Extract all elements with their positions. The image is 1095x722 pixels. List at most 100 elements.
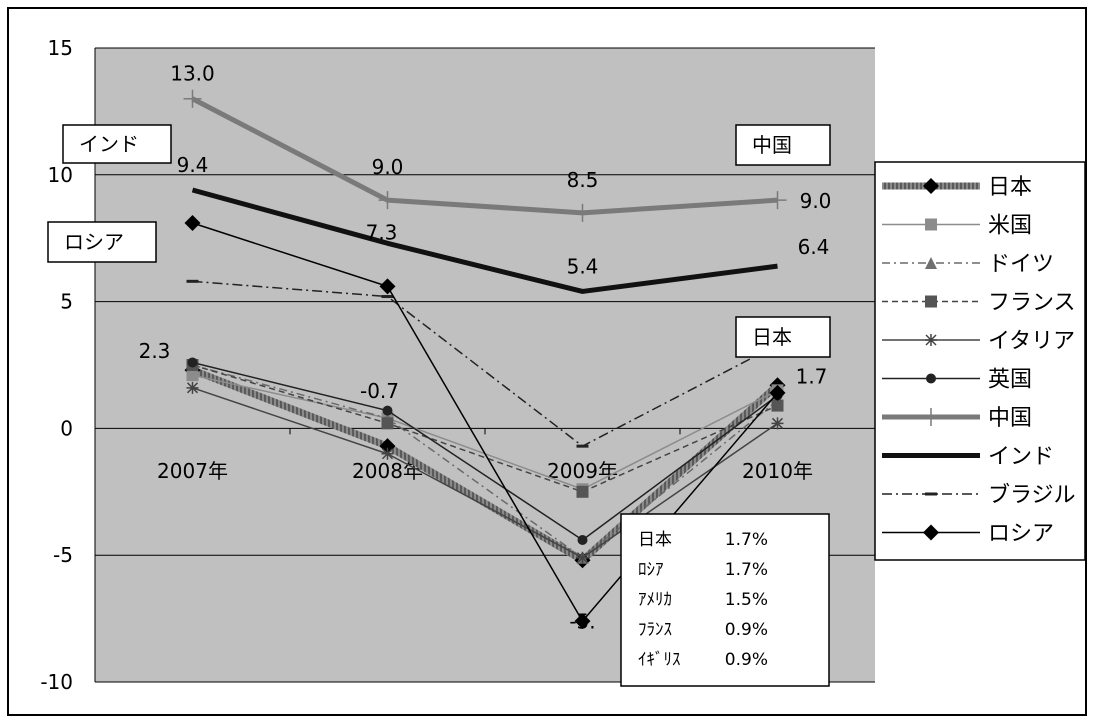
data-point (925, 295, 937, 308)
y-tick-label: 0 (60, 416, 73, 440)
x-tick-label: 2010年 (742, 459, 813, 483)
data-point (573, 203, 592, 222)
data-point (379, 278, 396, 295)
annotation-country: ﾛｼｱ (638, 560, 664, 580)
legend-item: 中国 (882, 406, 1032, 431)
legend-label: ドイツ (988, 252, 1054, 277)
annotation-country: ｱﾒﾘｶ (638, 590, 672, 610)
series-line (192, 361, 778, 541)
series-line (191, 96, 778, 216)
data-point (183, 89, 202, 108)
data-point (382, 405, 393, 416)
data-point (925, 257, 937, 269)
series-line (191, 187, 778, 294)
data-point (771, 399, 784, 412)
country-callout: 日本 (735, 316, 831, 358)
data-label: 5.4 (567, 254, 599, 278)
annotation-value: 1.7% (725, 530, 768, 550)
annotation-country: ﾌﾗﾝｽ (638, 620, 672, 640)
data-point (576, 485, 589, 498)
legend-label: フランス (988, 291, 1076, 316)
callout-label: インド (79, 132, 139, 156)
y-tick-label: 10 (48, 163, 73, 187)
data-point (381, 447, 394, 460)
data-label: 9.0 (372, 155, 404, 179)
country-callout: ロシア (47, 221, 157, 263)
annotation-country: 日本 (638, 530, 672, 550)
annotation-row: 日本 1.7% (638, 530, 768, 550)
annotation-value: 0.9% (725, 620, 768, 640)
data-point (378, 191, 397, 210)
legend-item: フランス (882, 291, 1076, 316)
series-line (192, 387, 778, 559)
data-point (926, 373, 936, 384)
data-point (771, 417, 784, 430)
legend-label: ブラジル (988, 483, 1076, 508)
series-line (191, 366, 780, 564)
annotation-value: 1.5% (725, 590, 768, 610)
annotation-row: ｲｷﾞﾘｽ 0.9% (638, 650, 768, 670)
annotation-row: ﾛｼｱ 1.7% (638, 560, 768, 580)
legend-item: ドイツ (882, 252, 1054, 277)
series-ロシア (184, 214, 786, 630)
callout-label: 中国 (752, 133, 792, 157)
legend-label: 米国 (988, 214, 1032, 239)
y-tick-label: -10 (40, 670, 73, 694)
country-callout: 中国 (735, 124, 831, 166)
data-point (922, 408, 940, 426)
data-label: 13.0 (170, 62, 215, 86)
data-point (923, 524, 939, 541)
series-インド (191, 187, 778, 294)
data-point (574, 613, 591, 630)
data-point (187, 357, 198, 368)
data-point (381, 417, 394, 430)
legend-label: インド (988, 445, 1054, 470)
data-label: -5. (569, 609, 595, 633)
callout-label: ロシア (64, 230, 124, 254)
data-label: -0.7 (360, 379, 399, 403)
legend-item: インド (882, 445, 1054, 470)
data-point (186, 369, 199, 382)
data-point (925, 334, 937, 346)
x-tick-label: 2007年 (157, 459, 228, 483)
data-label: 7.3 (366, 220, 398, 244)
legend-label: 日本 (988, 175, 1032, 200)
legend-item: 英国 (882, 368, 1032, 393)
legend-item: ブラジル (882, 483, 1076, 508)
x-tick-label: 2009年 (547, 459, 618, 483)
legend-item: ロシア (882, 522, 1054, 547)
data-point (923, 178, 939, 194)
annotation-value: 1.7% (725, 560, 768, 580)
legend-label: ロシア (988, 522, 1054, 547)
data-label: 8.5 (567, 168, 599, 192)
series-line (192, 222, 779, 622)
y-tick-label: -5 (53, 543, 73, 567)
data-label: 6.4 (798, 235, 830, 259)
data-point (925, 218, 937, 231)
y-tick-label: 5 (60, 290, 73, 314)
data-label: 2.3 (139, 339, 171, 363)
annotation-country: ｲｷﾞﾘｽ (638, 650, 681, 670)
series-イタリア (186, 381, 784, 564)
data-point (576, 551, 589, 564)
annotation-row: ﾌﾗﾝｽ 0.9% (638, 620, 768, 640)
legend-item: イタリア (882, 329, 1075, 354)
country-callout: インド (62, 124, 172, 164)
data-point (186, 381, 199, 394)
y-tick-label: 15 (48, 36, 73, 60)
legend-label: イタリア (988, 329, 1075, 354)
annotation-value: 0.9% (725, 650, 768, 670)
callout-label: 日本 (752, 325, 792, 349)
legend-item: 米国 (882, 214, 1032, 239)
annotation-row: ｱﾒﾘｶ 1.5% (638, 590, 768, 610)
data-point (769, 384, 786, 401)
series-中国 (183, 89, 787, 222)
growth-annotation-box (620, 513, 830, 687)
data-label: 9.4 (177, 153, 209, 177)
legend-item: 日本 (882, 175, 1032, 200)
data-point (768, 191, 787, 210)
series-line (192, 364, 778, 493)
data-point (577, 534, 588, 545)
